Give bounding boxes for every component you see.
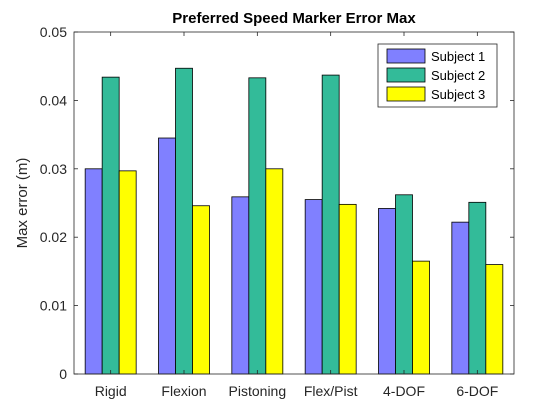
bar-3-6 bbox=[485, 264, 504, 375]
bar-2-4 bbox=[321, 74, 340, 375]
legend-label-3: Subject 3 bbox=[431, 87, 485, 102]
bar-3-4 bbox=[338, 203, 357, 375]
bar-2-5 bbox=[395, 194, 413, 375]
bar-2-2 bbox=[175, 67, 193, 375]
bar-1-6 bbox=[451, 221, 470, 375]
bar-2-3 bbox=[248, 77, 267, 375]
bar-1-2 bbox=[158, 137, 176, 375]
legend-label-1: Subject 1 bbox=[431, 49, 485, 64]
bar-3-3 bbox=[265, 168, 284, 375]
bar-3-2 bbox=[192, 205, 210, 375]
y-tick-label: 0.02 bbox=[40, 229, 67, 245]
bar-1-3 bbox=[231, 196, 250, 375]
x-tick-label: 6-DOF bbox=[456, 383, 498, 399]
y-tick-label: 0.04 bbox=[40, 92, 67, 108]
bar-3-1 bbox=[118, 170, 137, 375]
bar-1-5 bbox=[378, 208, 396, 375]
chart-title: Preferred Speed Marker Error Max bbox=[172, 10, 416, 27]
legend: Subject 1 Subject 2 Subject 3 bbox=[377, 43, 498, 108]
y-tick-label: 0.05 bbox=[40, 24, 67, 40]
x-tick-label: Flexion bbox=[161, 383, 206, 399]
bar-2-6 bbox=[468, 201, 487, 375]
legend-swatch-2 bbox=[386, 67, 426, 83]
y-axis-label: Max error (m) bbox=[14, 158, 31, 249]
bar-2-1 bbox=[101, 76, 120, 375]
y-tick-label: 0 bbox=[59, 366, 67, 382]
x-tick-label: Flex/Pist bbox=[304, 383, 358, 399]
x-tick-label: 4-DOF bbox=[383, 383, 425, 399]
y-tick-label: 0.03 bbox=[40, 161, 67, 177]
axes-box bbox=[73, 31, 515, 375]
bar-3-5 bbox=[412, 260, 430, 375]
bar-1-1 bbox=[84, 168, 103, 375]
x-tick-label: Pistoning bbox=[229, 383, 287, 399]
legend-swatch-3 bbox=[386, 86, 426, 102]
x-tick-label: Rigid bbox=[95, 383, 127, 399]
y-tick-label: 0.01 bbox=[40, 298, 67, 314]
legend-swatch-1 bbox=[386, 48, 426, 64]
axes-group: Rigid Flexion Pistoning Flex/Pist 4-DOF 6-DOF… bbox=[40, 24, 515, 399]
bar-1-4 bbox=[304, 199, 323, 375]
bars-group bbox=[84, 67, 504, 375]
legend-label-2: Subject 2 bbox=[431, 68, 485, 83]
